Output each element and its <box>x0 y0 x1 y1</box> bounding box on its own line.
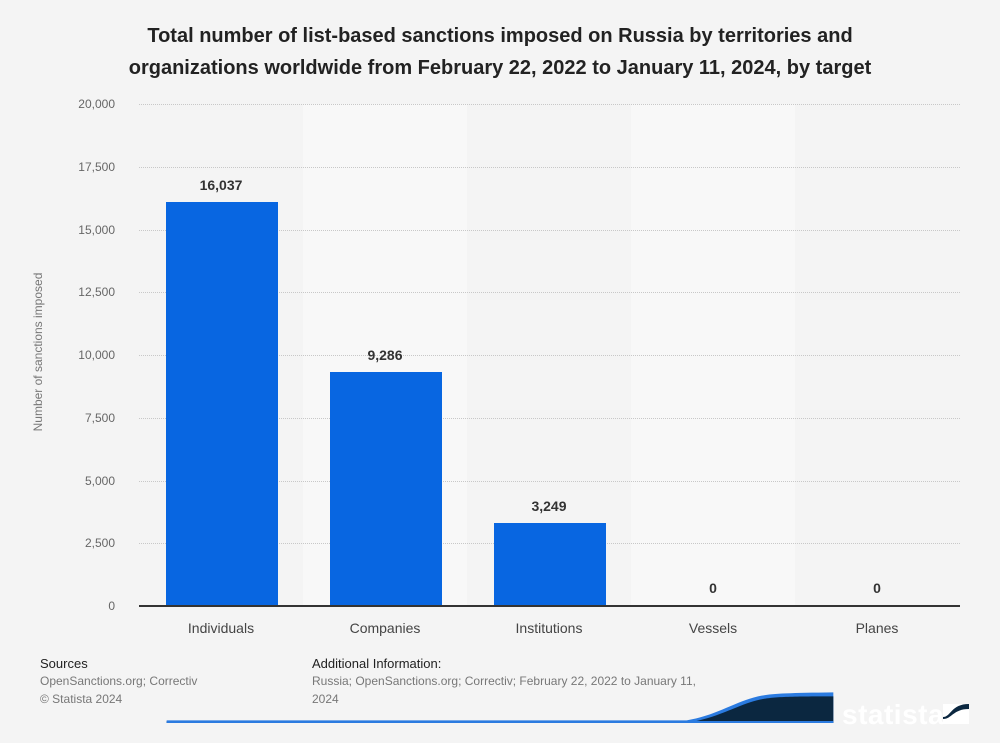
y-tick-label: 2,500 <box>84 536 115 551</box>
x-axis-line <box>139 605 960 607</box>
bar-institutions[interactable] <box>494 523 606 605</box>
y-tick-label: 12,500 <box>78 285 115 300</box>
gridline <box>139 229 960 231</box>
y-tick-label: 20,000 <box>78 97 115 111</box>
y-tick-label: 0 <box>108 599 115 613</box>
copyright-text: © Statista 2024 <box>40 692 123 706</box>
x-tick-label: Institutions <box>515 620 583 636</box>
x-tick-label: Planes <box>855 620 899 636</box>
additional-info-heading: Additional Information: <box>312 656 442 671</box>
x-tick-label: Companies <box>349 620 421 636</box>
chart-title-line-2: organizations worldwide from February 22… <box>128 57 872 79</box>
y-tick-label: 5,000 <box>84 473 115 488</box>
y-tick-label: 7,500 <box>84 410 115 425</box>
bar-individuals[interactable] <box>166 202 278 605</box>
gridline <box>139 355 960 356</box>
bar-value-label: 0 <box>709 580 717 596</box>
sources-text[interactable]: OpenSanctions.org; Correctiv <box>40 674 198 688</box>
gridline <box>139 166 960 168</box>
bar-companies[interactable] <box>330 371 442 605</box>
gridline <box>139 292 960 294</box>
bar-value-label: 0 <box>873 580 881 596</box>
plot-area: 16,037 9,286 3,249 0 0 <box>139 104 960 607</box>
y-tick-label: 10,000 <box>78 348 115 362</box>
y-tick-label: 17,500 <box>78 159 115 174</box>
statista-logo[interactable]: statista <box>842 699 945 730</box>
bar-value-label: 9,286 <box>367 346 403 363</box>
additional-info-line-2: 2024 <box>312 692 339 706</box>
x-tick-label: Vessels <box>688 620 738 636</box>
bar-value-label: 3,249 <box>531 498 567 515</box>
bar-value-label: 16,037 <box>199 177 243 194</box>
chart-title: Total number of list-based sanctions imp… <box>0 20 1000 84</box>
gridline <box>139 417 960 419</box>
chart-title-line-1: Total number of list-based sanctions imp… <box>147 25 853 47</box>
gridline <box>139 104 960 105</box>
gridline <box>139 480 960 482</box>
sources-heading: Sources <box>40 656 88 671</box>
additional-info-line-1: Russia; OpenSanctions.org; Correctiv; Fe… <box>312 674 696 688</box>
brand-wave <box>166 692 834 723</box>
x-tick-label: Individuals <box>187 620 255 636</box>
y-tick-label: 15,000 <box>78 222 115 237</box>
statista-logo-icon <box>943 704 969 724</box>
